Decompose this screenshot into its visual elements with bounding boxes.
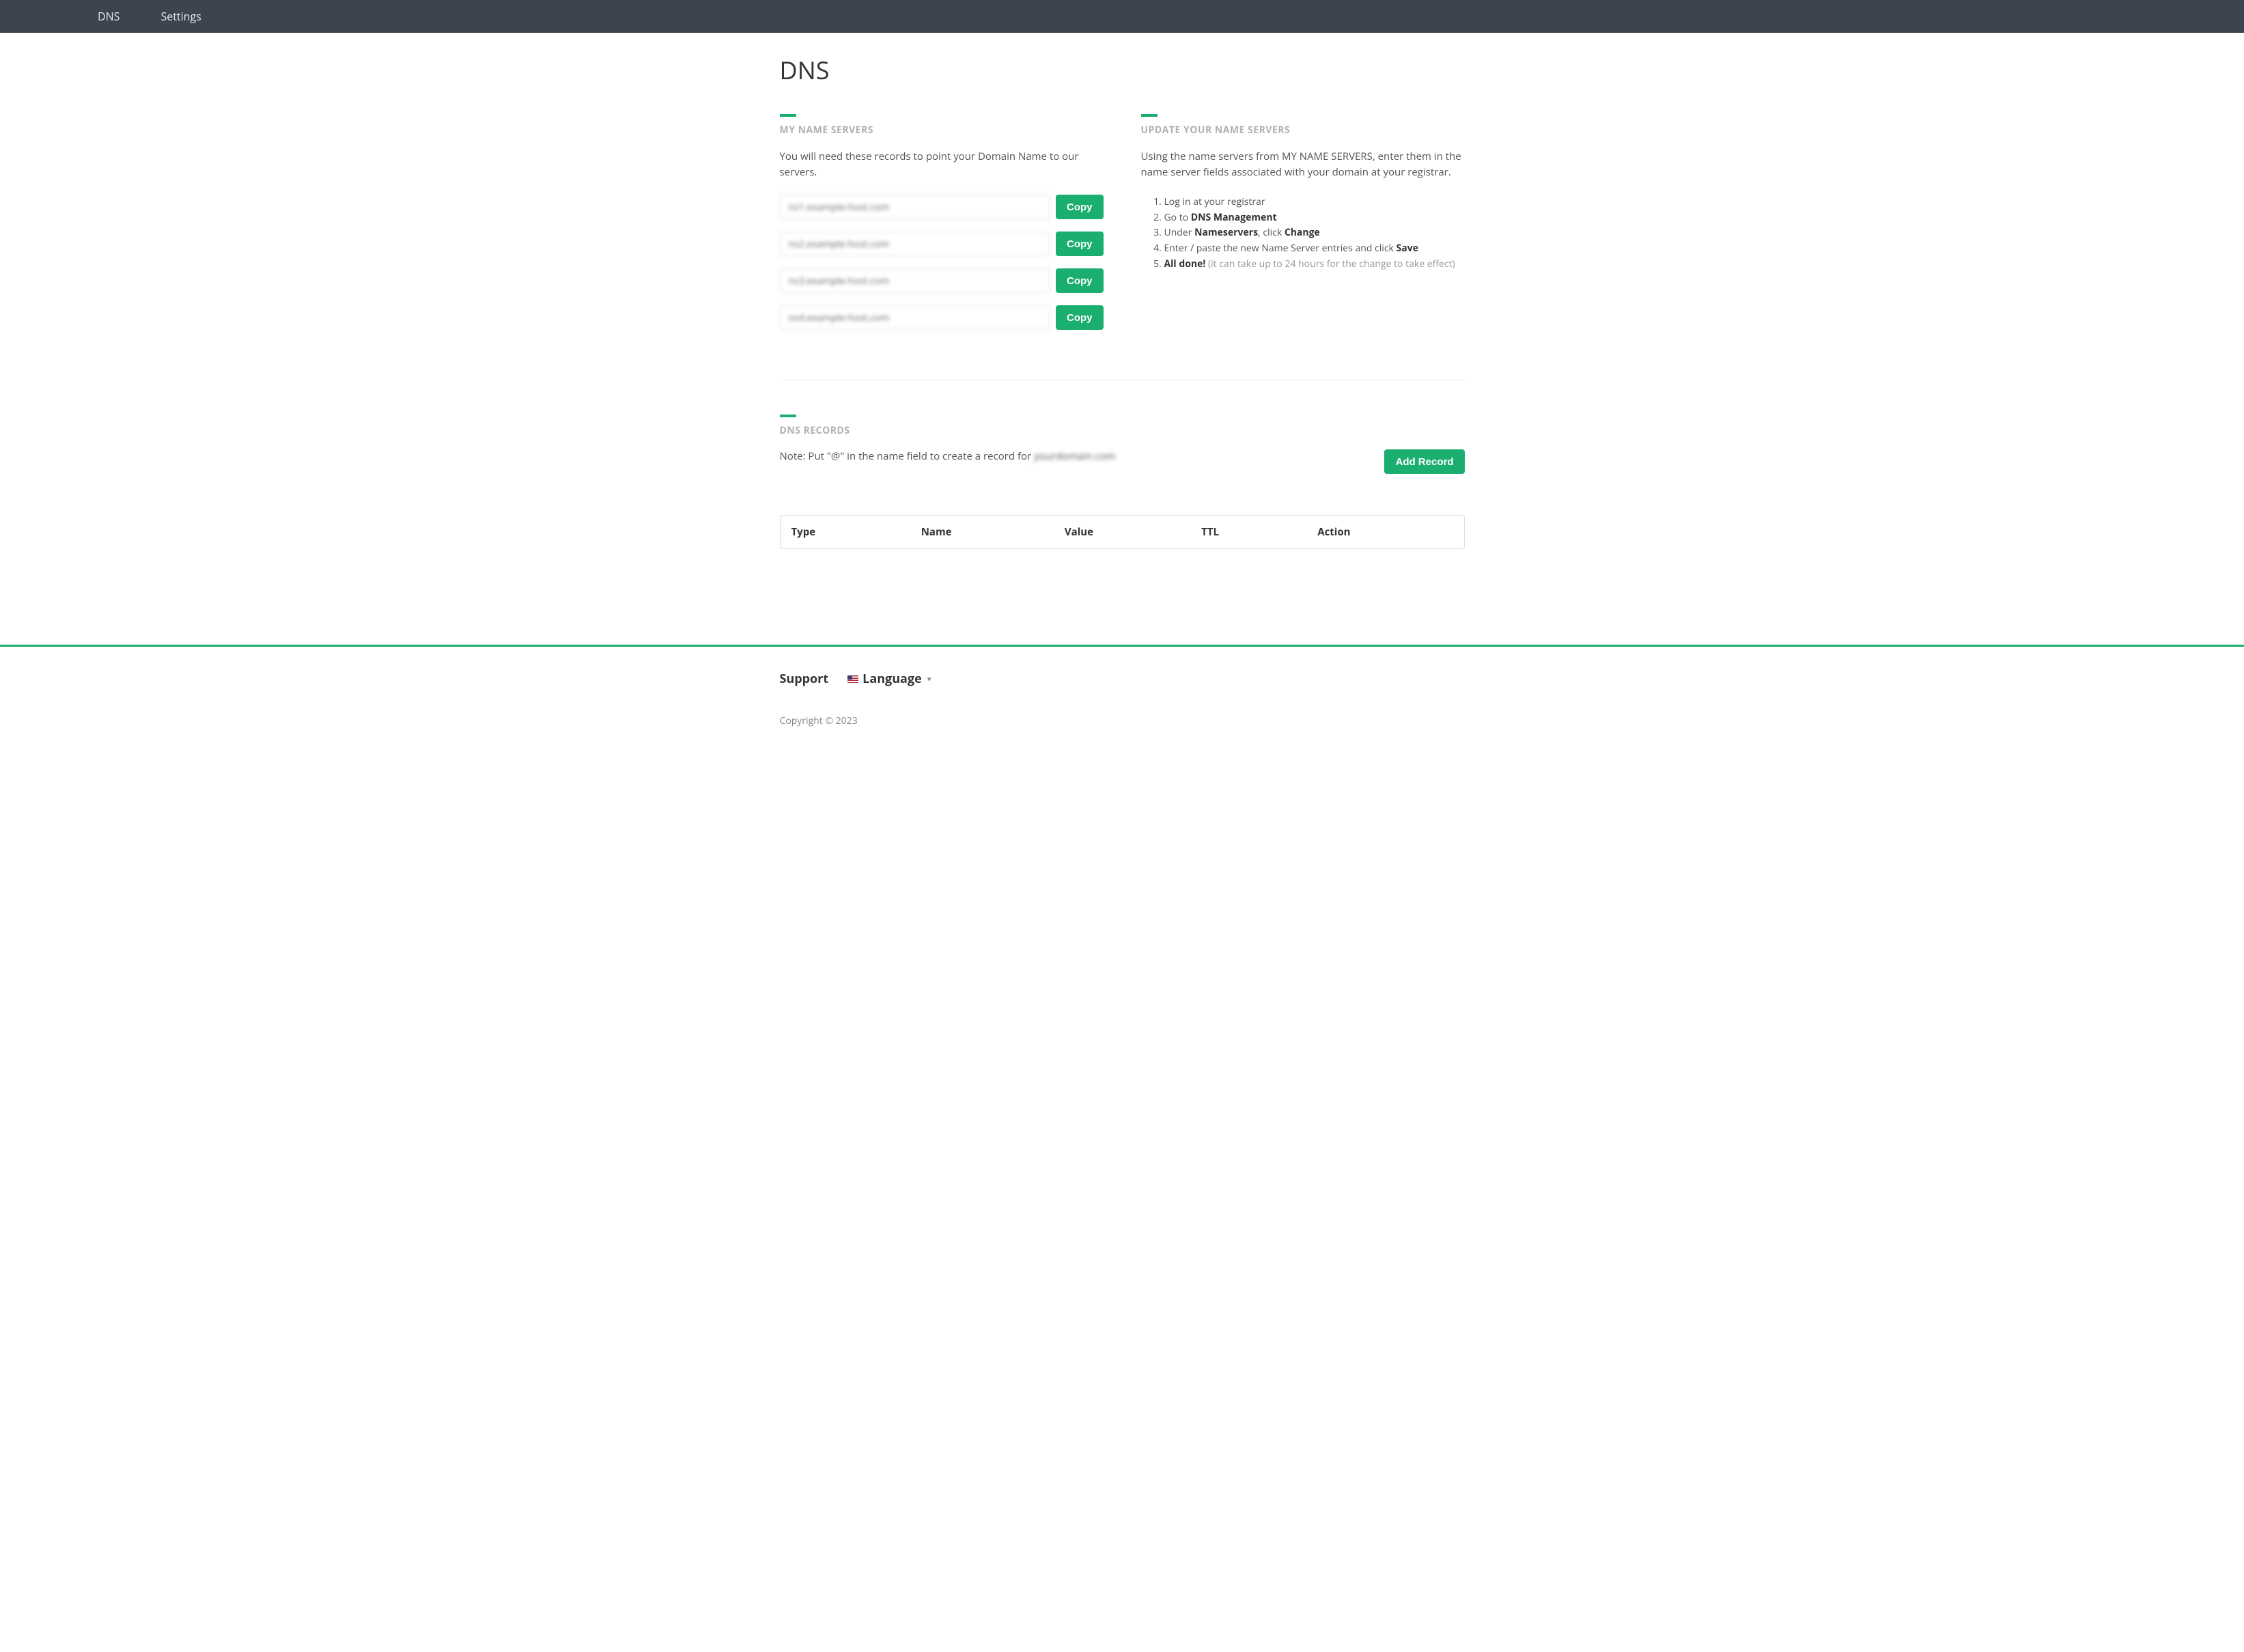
col-type: Type	[781, 516, 910, 548]
update-description: Using the name servers from MY NAME SERV…	[1141, 149, 1465, 180]
copy-button-1[interactable]: Copy	[1056, 195, 1104, 219]
copy-button-3[interactable]: Copy	[1056, 268, 1104, 293]
flag-us-icon	[847, 675, 858, 683]
copy-button-2[interactable]: Copy	[1056, 232, 1104, 256]
section-title-records: DNS RECORDS	[780, 424, 1465, 437]
footer: Support Language ▼ Copyright © 2023	[0, 645, 2244, 761]
update-steps-list: Log in at your registrar Go to DNS Manag…	[1141, 195, 1465, 271]
records-note-domain: yourdomain.com	[1034, 449, 1115, 463]
records-note: Note: Put "@" in the name field to creat…	[780, 449, 1116, 463]
accent-bar	[780, 415, 796, 417]
step-1: Log in at your registrar	[1164, 195, 1465, 210]
my-name-servers-section: MY NAME SERVERS You will need these reco…	[780, 114, 1104, 342]
col-value: Value	[1054, 516, 1190, 548]
nameserver-row: ns1.example-host.com Copy	[780, 195, 1104, 219]
nav-settings[interactable]: Settings	[160, 9, 201, 24]
chevron-down-icon: ▼	[926, 674, 933, 684]
footer-language-selector[interactable]: Language ▼	[847, 671, 932, 687]
add-record-button[interactable]: Add Record	[1384, 449, 1464, 474]
nameserver-input-1[interactable]: ns1.example-host.com	[780, 195, 1051, 219]
page-title: DNS	[780, 53, 1465, 87]
step-2: Go to DNS Management	[1164, 210, 1465, 225]
col-action: Action	[1306, 516, 1463, 548]
dns-records-section: DNS RECORDS Note: Put "@" in the name fi…	[780, 415, 1465, 549]
nameserver-row: ns2.example-host.com Copy	[780, 232, 1104, 256]
step-5: All done! (it can take up to 24 hours fo…	[1164, 257, 1465, 272]
col-name: Name	[910, 516, 1054, 548]
nameserver-row: ns3.example-host.com Copy	[780, 268, 1104, 293]
top-navbar: DNS Settings	[0, 0, 2244, 33]
nameserver-row: ns4.example-host.com Copy	[780, 305, 1104, 330]
nameserver-input-4[interactable]: ns4.example-host.com	[780, 305, 1051, 330]
footer-support-link[interactable]: Support	[780, 671, 829, 687]
nameserver-input-2[interactable]: ns2.example-host.com	[780, 232, 1051, 256]
nav-dns[interactable]: DNS	[98, 9, 120, 24]
nameserver-input-3[interactable]: ns3.example-host.com	[780, 268, 1051, 293]
language-label: Language	[862, 671, 922, 687]
section-title-nameservers: MY NAME SERVERS	[780, 124, 1104, 137]
update-name-servers-section: UPDATE YOUR NAME SERVERS Using the name …	[1141, 114, 1465, 342]
records-table: Type Name Value TTL Action	[780, 515, 1465, 549]
copyright-text: Copyright © 2023	[780, 714, 1465, 727]
step-4: Enter / paste the new Name Server entrie…	[1164, 241, 1465, 256]
section-title-update: UPDATE YOUR NAME SERVERS	[1141, 124, 1465, 137]
accent-bar	[1141, 114, 1158, 117]
col-ttl: TTL	[1190, 516, 1306, 548]
copy-button-4[interactable]: Copy	[1056, 305, 1104, 330]
step-3: Under Nameservers, click Change	[1164, 225, 1465, 240]
accent-bar	[780, 114, 796, 117]
nameservers-description: You will need these records to point you…	[780, 149, 1104, 180]
